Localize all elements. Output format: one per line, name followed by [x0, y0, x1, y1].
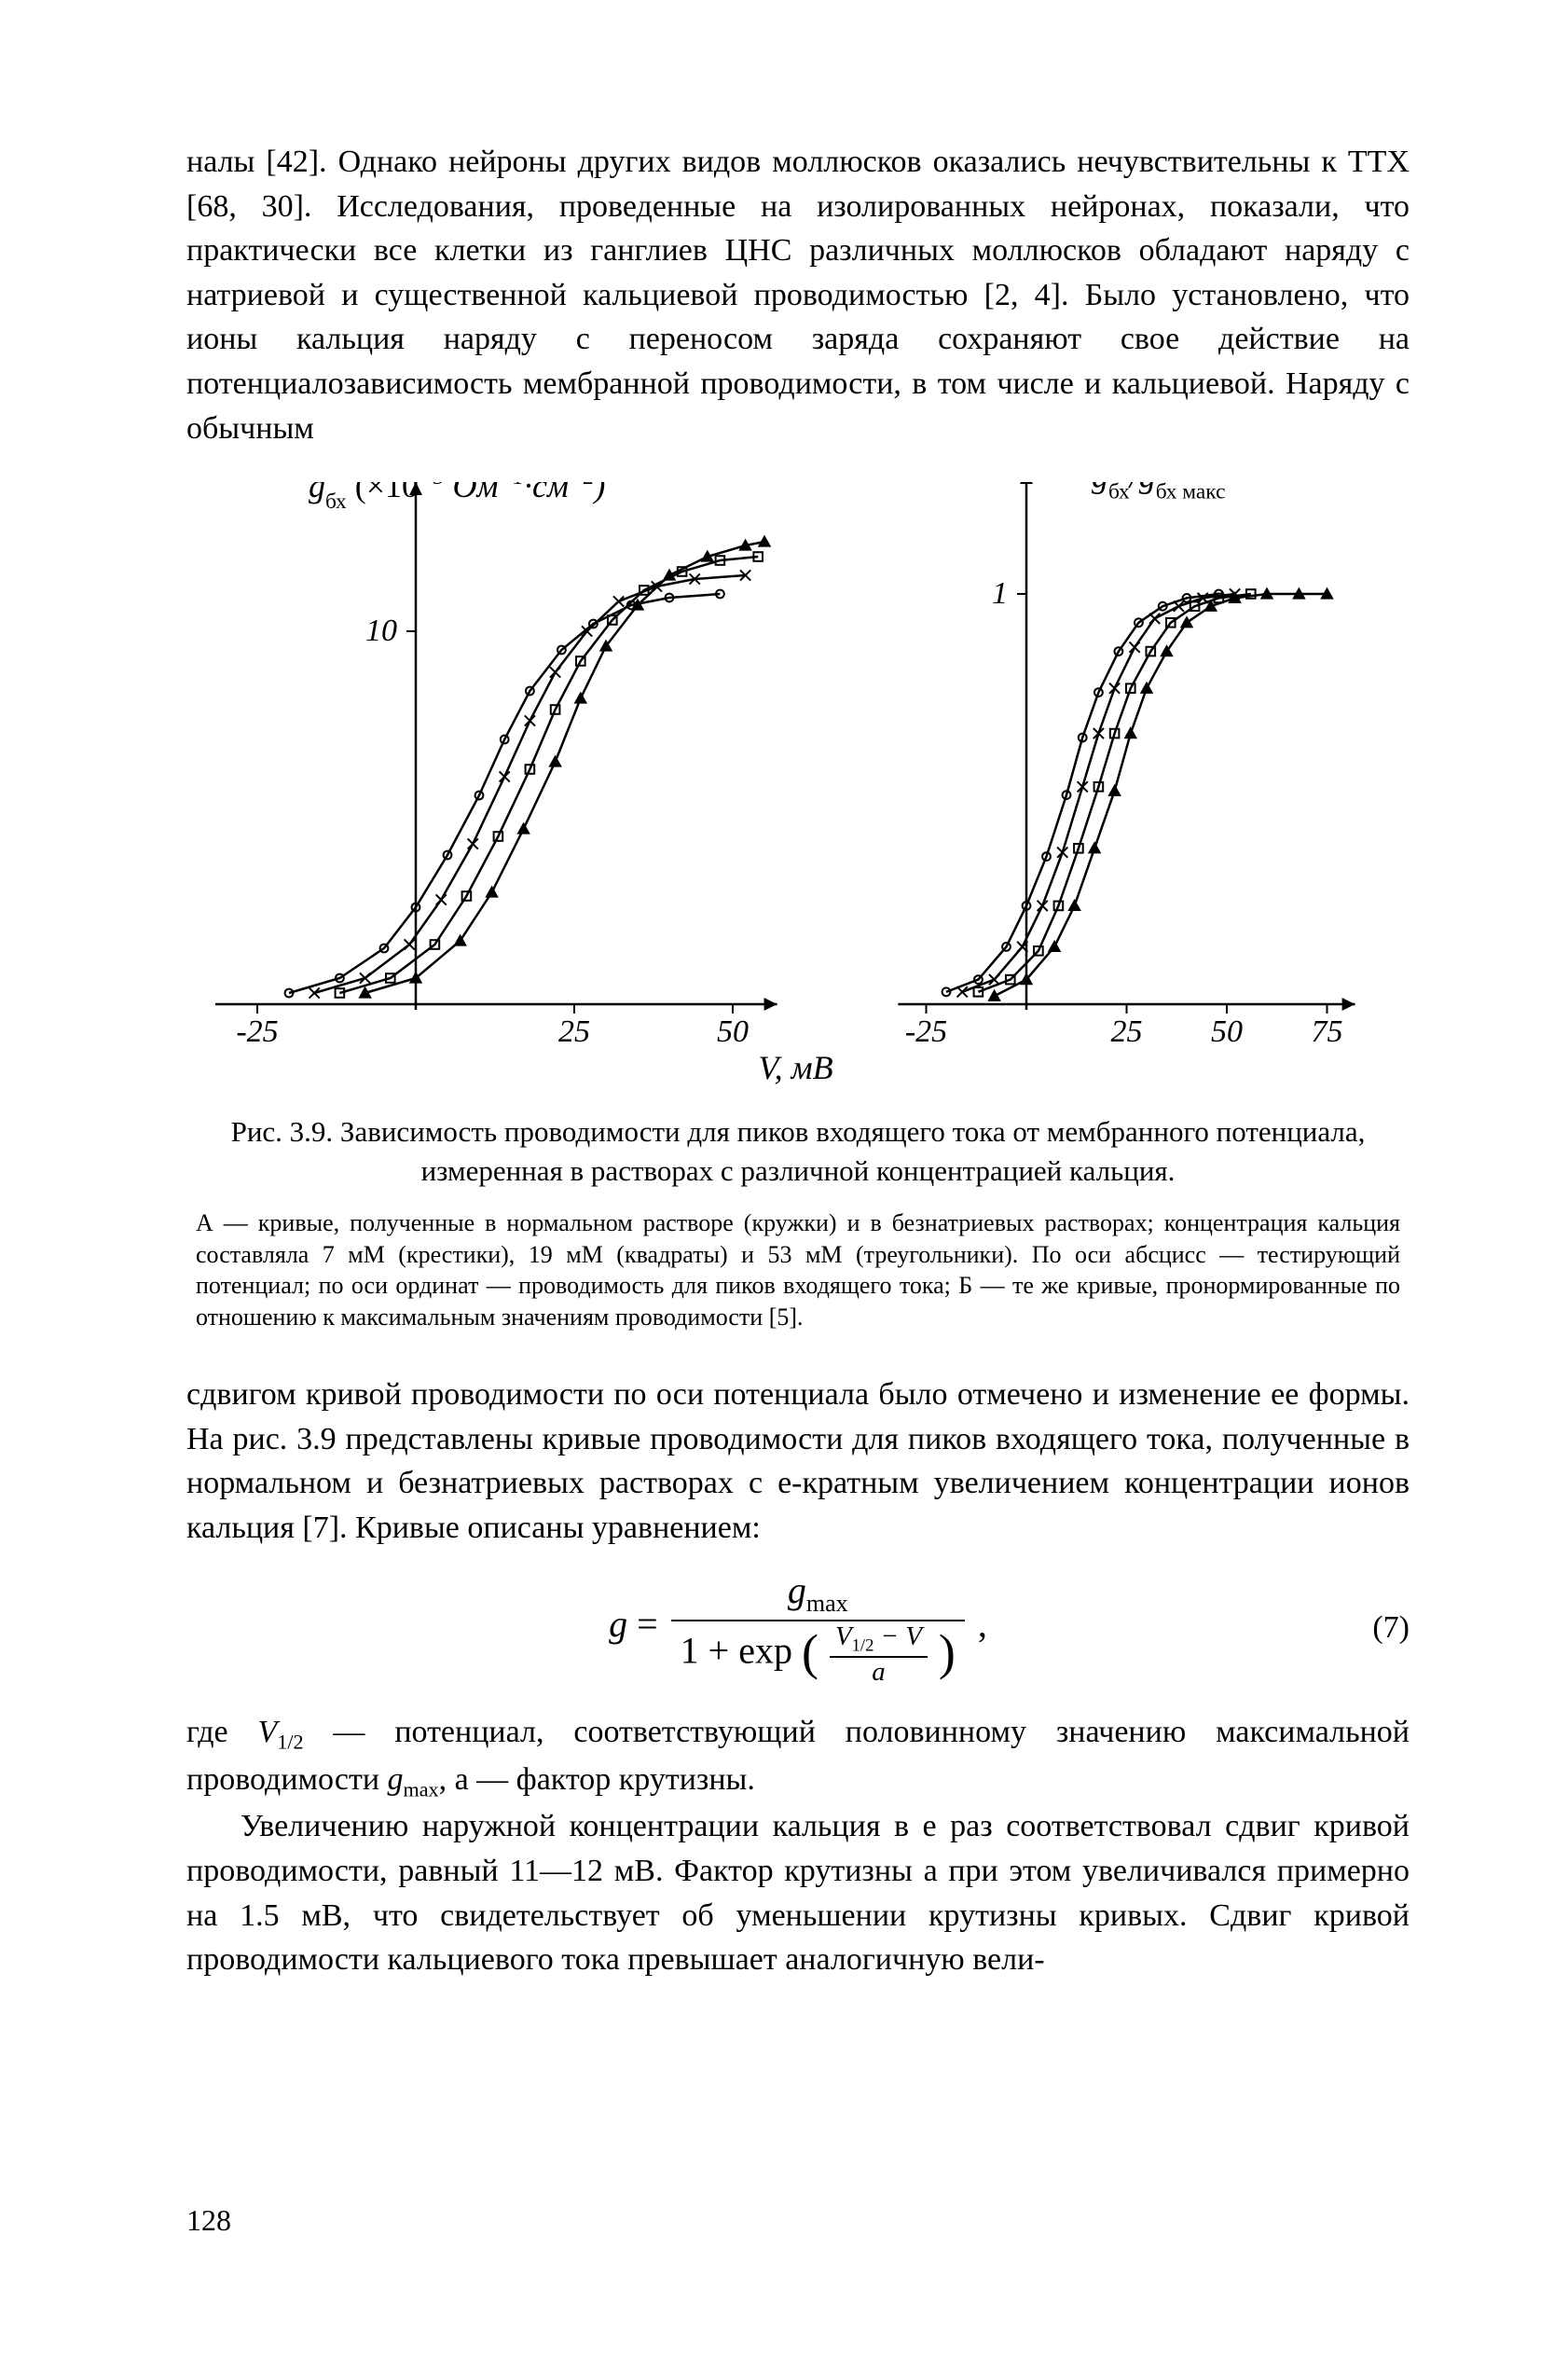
svg-text:V, мВ: V, мВ — [758, 1049, 832, 1086]
eq-g: g — [609, 1603, 627, 1645]
eq-comma: , — [978, 1603, 987, 1645]
svg-text:50: 50 — [1211, 1014, 1243, 1049]
paragraph-3: где V1/2 — потенциал, соответствующий по… — [186, 1710, 1410, 1804]
svg-text:10: 10 — [365, 614, 397, 648]
p3-c: , a — фактор крутизны. — [439, 1762, 755, 1797]
eq-equals: = — [637, 1603, 667, 1645]
svg-text:gбх/gбх макс: gбх/gбх макс — [1092, 482, 1225, 504]
eq-denominator: 1 + exp ( V1/2 − V a ) — [671, 1621, 965, 1686]
paragraph-1: налы [42]. Однако нейроны других видов м… — [186, 140, 1410, 450]
svg-text:-25: -25 — [905, 1014, 947, 1049]
eq-inner-fraction: V1/2 − V a — [828, 1623, 929, 1686]
eq-numerator: gmax — [671, 1570, 965, 1621]
svg-text:75: 75 — [1312, 1014, 1343, 1049]
p3-a: где — [186, 1715, 258, 1749]
figure-legend-text: А — кривые, полученные в нормальном раст… — [196, 1209, 1400, 1331]
equation-body: g = gmax 1 + exp ( V1/2 − V a ) , — [609, 1570, 987, 1686]
eq-main-fraction: gmax 1 + exp ( V1/2 − V a ) — [667, 1570, 969, 1686]
svg-text:gбх (×10−3 Ом−1·см−2): gбх (×10−3 Ом−1·см−2) — [309, 482, 605, 514]
equation-number: (7) — [1372, 1610, 1410, 1646]
page-number: 128 — [186, 2203, 231, 2238]
paragraph-4: Увеличению наружной концентрации кальция… — [186, 1804, 1410, 1981]
body-text-mid: сдвигом кривой проводимости по оси потен… — [186, 1373, 1410, 1550]
p3-b: — потенциал, соответствующий половинному… — [186, 1715, 1410, 1797]
body-text-bot: где V1/2 — потенциал, соответствующий по… — [186, 1710, 1410, 1982]
figure-legend: А — кривые, полученные в нормальном раст… — [196, 1207, 1400, 1333]
svg-text:-25: -25 — [236, 1014, 278, 1049]
figure-caption: Рис. 3.9. Зависимость проводимости для п… — [224, 1112, 1372, 1191]
svg-text:25: 25 — [558, 1014, 590, 1049]
svg-text:1: 1 — [992, 576, 1008, 611]
figure-svg: -25255010А-252550751Бgбх (×10−3 Ом−1·см−… — [215, 482, 1381, 1088]
equation-7: g = gmax 1 + exp ( V1/2 − V a ) , (7) — [186, 1570, 1410, 1686]
svg-text:25: 25 — [1111, 1014, 1143, 1049]
figure-3-9: -25255010А-252550751Бgбх (×10−3 Ом−1·см−… — [186, 482, 1410, 1088]
svg-text:50: 50 — [717, 1014, 749, 1049]
body-text-top: налы [42]. Однако нейроны других видов м… — [186, 140, 1410, 450]
paragraph-2: сдвигом кривой проводимости по оси потен… — [186, 1373, 1410, 1550]
